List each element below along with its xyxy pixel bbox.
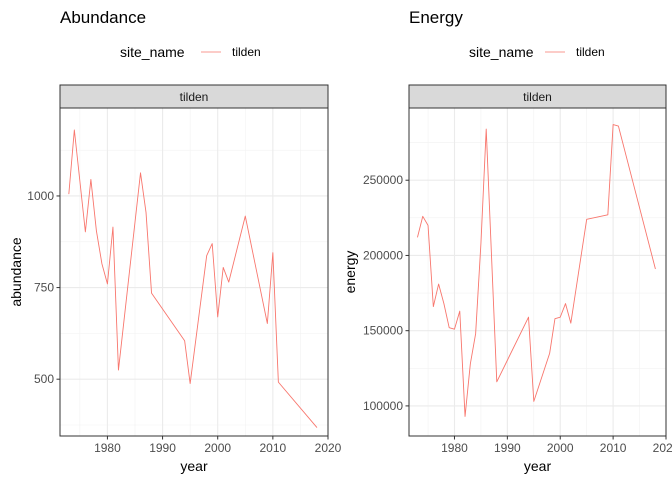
y-tick-label: 500 (34, 372, 54, 386)
energy-chart-title: Energy (409, 8, 463, 27)
x-tick-label: 1990 (149, 441, 176, 455)
legend-title: site_name (469, 44, 534, 60)
energy-x-axis-title: year (524, 458, 552, 474)
x-tick-label: 1990 (494, 441, 521, 455)
legend-title: site_name (120, 44, 185, 60)
y-tick-label: 200000 (363, 248, 403, 262)
abundance-facet-strip (59, 84, 329, 109)
abundance-y-axis: 500 750 1000 (27, 189, 60, 386)
x-tick-label: 1980 (94, 441, 121, 455)
x-tick-label: 2020 (315, 441, 342, 455)
energy-plot-area (409, 108, 666, 436)
x-tick-label: 2000 (204, 441, 231, 455)
y-tick-label: 750 (34, 281, 54, 295)
energy-legend: site_name tilden (469, 44, 605, 60)
x-tick-label: 2000 (547, 441, 574, 455)
abundance-plot-area (60, 108, 328, 436)
y-tick-label: 100000 (363, 399, 403, 413)
x-tick-label: 1980 (441, 441, 468, 455)
facet-strip-label: tilden (180, 90, 209, 104)
abundance-x-axis-title: year (180, 458, 208, 474)
series-line-tilden (68, 129, 318, 428)
abundance-legend: site_name tilden (120, 44, 261, 60)
abundance-minor-grid (60, 108, 328, 436)
abundance-x-axis: 1980 1990 2000 2010 2020 (94, 436, 342, 455)
energy-y-axis-title: energy (342, 251, 358, 294)
abundance-y-axis-title: abundance (8, 237, 24, 307)
legend-label: tilden (232, 45, 261, 59)
y-tick-label: 150000 (363, 324, 403, 338)
energy-x-axis: 1980 1990 2000 2010 2020 (441, 436, 672, 455)
abundance-major-grid (60, 108, 329, 436)
x-tick-label: 2010 (260, 441, 287, 455)
abundance-chart-title: Abundance (60, 8, 146, 27)
energy-minor-grid (409, 108, 666, 436)
x-tick-label: 2010 (600, 441, 627, 455)
legend-label: tilden (576, 45, 605, 59)
facet-strip-label: tilden (523, 90, 552, 104)
series-line-tilden (417, 124, 656, 417)
energy-facet-strip (408, 84, 667, 109)
y-tick-label: 1000 (27, 189, 54, 203)
x-tick-label: 2020 (653, 441, 672, 455)
y-tick-label: 250000 (363, 173, 403, 187)
energy-y-axis: 100000 150000 200000 250000 (363, 173, 409, 413)
